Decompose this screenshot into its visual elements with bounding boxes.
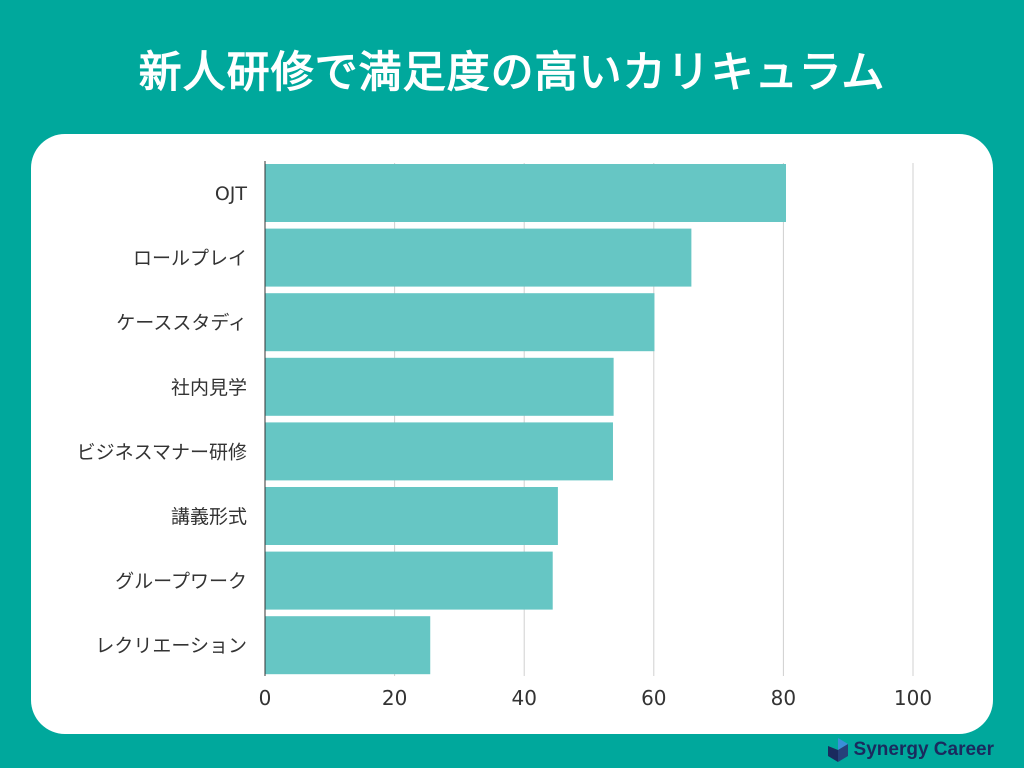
bar-0 bbox=[265, 164, 786, 222]
chart-card: OJT ロールプレイケーススタディ社内見学ビジネスマナー研修講義形式グループワーク… bbox=[31, 134, 993, 734]
brand-logo: Synergy Career bbox=[827, 738, 994, 762]
x-tick-label-0: 0 bbox=[259, 686, 272, 710]
category-label-7: レクリエーション bbox=[95, 635, 247, 657]
x-tick-label-60: 60 bbox=[641, 686, 666, 710]
x-tick-label-100: 100 bbox=[894, 686, 932, 710]
category-label-4: ビジネスマナー研修 bbox=[77, 441, 247, 463]
bar-1 bbox=[265, 228, 692, 287]
category-label-2: ケーススタディ bbox=[116, 312, 247, 334]
category-label-6: グループワーク bbox=[115, 571, 247, 593]
bar-7 bbox=[265, 616, 431, 675]
bar-4 bbox=[265, 422, 613, 481]
brand-name: Synergy Career bbox=[853, 739, 994, 760]
bar-5 bbox=[265, 487, 558, 545]
bar-6 bbox=[265, 551, 553, 610]
category-label-1: ロールプレイ bbox=[133, 248, 247, 270]
category-label-3: 社内見学 bbox=[171, 377, 247, 399]
bar-3 bbox=[265, 357, 614, 416]
x-tick-label-80: 80 bbox=[771, 686, 796, 710]
chart-title: 新人研修で満足度の高いカリキュラム bbox=[138, 48, 886, 98]
bar-2 bbox=[265, 293, 655, 352]
synergy-logo-icon bbox=[827, 738, 848, 762]
category-label-0: OJT bbox=[215, 183, 248, 205]
category-label-5: 講義形式 bbox=[171, 506, 247, 528]
x-tick-label-20: 20 bbox=[382, 686, 407, 710]
bar-chart: OJT ロールプレイケーススタディ社内見学ビジネスマナー研修講義形式グループワーク… bbox=[77, 161, 932, 710]
x-tick-label-40: 40 bbox=[511, 686, 536, 710]
